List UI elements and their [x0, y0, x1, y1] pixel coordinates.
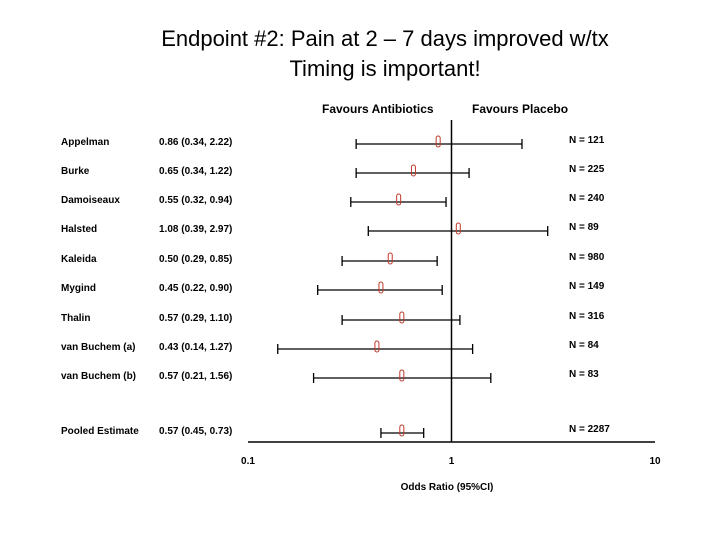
study-ci-text: 0.45 (0.22, 0.90): [159, 283, 232, 294]
study-row: Mygind 0.45 (0.22, 0.90) N = 149: [61, 281, 605, 295]
study-n-text: N = 240: [569, 193, 605, 204]
study-ci-text: 0.57 (0.45, 0.73): [159, 426, 232, 437]
study-row: Kaleida 0.50 (0.29, 0.85) N = 980: [61, 252, 605, 266]
point-estimate: [435, 135, 441, 148]
study-name: Halsted: [61, 224, 97, 235]
study-n-text: N = 2287: [569, 424, 610, 435]
study-name: Appelman: [61, 137, 109, 148]
study-ci-text: 0.43 (0.14, 1.27): [159, 342, 232, 353]
study-n-text: N = 84: [569, 340, 599, 351]
point-estimate: [374, 340, 380, 353]
x-tick-label: 1: [449, 456, 455, 467]
study-row: Halsted 1.08 (0.39, 2.97) N = 89: [61, 222, 599, 236]
study-ci-text: 0.50 (0.29, 0.85): [159, 254, 232, 265]
point-estimate: [399, 311, 405, 324]
point-estimate: [399, 369, 405, 382]
header-favours-placebo: Favours Placebo: [472, 102, 568, 116]
study-name: van Buchem (b): [61, 371, 136, 382]
x-axis-label: Odds Ratio (95%CI): [401, 482, 494, 493]
study-row: Pooled Estimate 0.57 (0.45, 0.73) N = 2287: [61, 424, 610, 438]
study-row: Appelman 0.86 (0.34, 2.22) N = 121: [61, 135, 605, 149]
study-ci-text: 0.57 (0.29, 1.10): [159, 313, 232, 324]
study-row: Burke 0.65 (0.34, 1.22) N = 225: [61, 164, 605, 178]
study-n-text: N = 316: [569, 311, 605, 322]
study-n-text: N = 83: [569, 369, 599, 380]
point-estimate: [378, 281, 384, 294]
study-row: van Buchem (a) 0.43 (0.14, 1.27) N = 84: [61, 340, 599, 354]
study-ci-text: 0.57 (0.21, 1.56): [159, 371, 232, 382]
study-name: Mygind: [61, 283, 96, 294]
study-name: Kaleida: [61, 254, 97, 265]
point-estimate: [399, 424, 405, 437]
point-estimate: [387, 252, 393, 265]
study-n-text: N = 121: [569, 135, 605, 146]
study-ci-text: 0.55 (0.32, 0.94): [159, 195, 232, 206]
study-row: Thalin 0.57 (0.29, 1.10) N = 316: [61, 311, 605, 325]
study-name: Burke: [61, 166, 90, 177]
title-line-1: Endpoint #2: Pain at 2 – 7 days improved…: [161, 26, 609, 51]
study-row: Damoiseaux 0.55 (0.32, 0.94) N = 240: [61, 193, 605, 207]
study-name: Pooled Estimate: [61, 426, 139, 437]
x-tick-label: 0.1: [241, 456, 255, 467]
study-row: van Buchem (b) 0.57 (0.21, 1.56) N = 83: [61, 369, 599, 383]
study-name: Thalin: [61, 313, 90, 324]
study-n-text: N = 89: [569, 222, 599, 233]
study-n-text: N = 149: [569, 281, 605, 292]
study-name: Damoiseaux: [61, 195, 120, 206]
study-ci-text: 0.65 (0.34, 1.22): [159, 166, 232, 177]
study-n-text: N = 980: [569, 252, 605, 263]
slide-title: Endpoint #2: Pain at 2 – 7 days improved…: [0, 24, 720, 84]
study-rows: Appelman 0.86 (0.34, 2.22) N = 121 Burke 0.6…: [61, 135, 610, 438]
study-n-text: N = 225: [569, 164, 605, 175]
header-favours-antibiotics: Favours Antibiotics: [322, 102, 434, 116]
x-tick-label: 10: [649, 456, 661, 467]
point-estimate: [396, 193, 402, 206]
point-estimate: [410, 164, 416, 177]
study-ci-text: 0.86 (0.34, 2.22): [159, 137, 232, 148]
x-axis-ticks: 0.1 1 10: [241, 456, 661, 467]
study-ci-text: 1.08 (0.39, 2.97): [159, 224, 232, 235]
point-estimate: [455, 222, 461, 235]
title-line-2: Timing is important!: [289, 56, 481, 81]
study-name: van Buchem (a): [61, 342, 135, 353]
